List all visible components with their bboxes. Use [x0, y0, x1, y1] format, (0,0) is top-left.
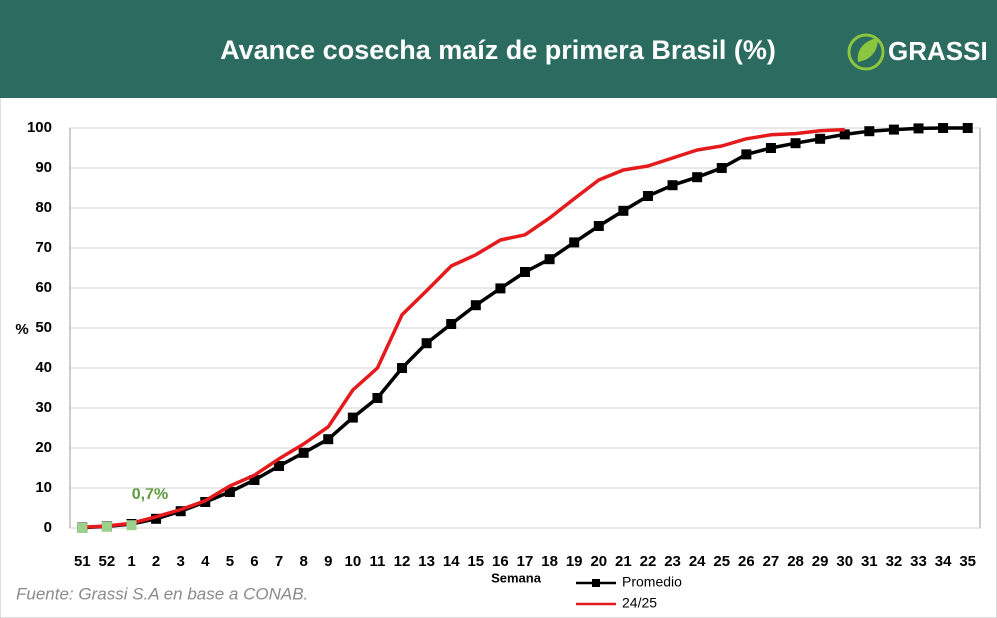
marker [151, 513, 162, 524]
marker [520, 267, 530, 277]
marker [667, 180, 678, 191]
marker [618, 205, 629, 216]
x-tick-label: 33 [910, 553, 927, 570]
x-tick-label: 11 [370, 553, 386, 570]
x-tick-label: 31 [861, 553, 878, 570]
x-tick-label: 22 [640, 553, 657, 570]
y-tick-label: 50 [35, 319, 52, 336]
x-tick-label: 28 [787, 553, 804, 570]
marker [741, 149, 752, 160]
source: Fuente: Grassi S.A en base a CONAB. [16, 584, 308, 603]
x-tick-label: 6 [250, 553, 258, 570]
y-tick-label: 20 [35, 439, 52, 456]
marker [298, 447, 309, 458]
y-tick-label: 100 [27, 119, 52, 136]
x-tick-label: 20 [590, 553, 607, 570]
x-tick-label: 23 [664, 553, 681, 570]
chart-title: Avance cosecha maíz de primera Brasil (%… [220, 35, 776, 65]
x-tick-label: 12 [394, 553, 411, 570]
marker [692, 172, 703, 183]
x-tick-label: 15 [467, 553, 484, 570]
x-tick-label: 27 [763, 553, 780, 570]
marker [372, 393, 383, 403]
x-tick-label: 2 [152, 553, 160, 570]
x-tick-label: 16 [492, 553, 509, 570]
x-tick-label: 29 [812, 553, 829, 570]
marker [544, 254, 555, 265]
marker [224, 487, 235, 497]
x-tick-label: 30 [836, 553, 853, 570]
annotation: 0,7% [132, 486, 168, 503]
legend-label: Promedio [622, 574, 682, 590]
x-tick-label: 21 [615, 553, 632, 570]
x-tick-label: 3 [177, 553, 185, 570]
marker [274, 461, 285, 471]
marker [77, 523, 88, 533]
x-tick-label: 14 [443, 553, 460, 570]
marker [815, 133, 826, 144]
x-tick-label: 1 [127, 553, 135, 570]
x-tick-label: 24 [689, 553, 706, 570]
header [0, 0, 997, 98]
x-tick-label: 25 [713, 553, 730, 570]
x-tick-label: 52 [99, 553, 116, 570]
marker [839, 129, 850, 140]
marker [446, 319, 457, 329]
marker [962, 123, 973, 133]
marker [569, 237, 580, 248]
marker [101, 521, 112, 532]
marker [888, 124, 899, 135]
marker [913, 123, 924, 134]
y-axis-label: % [15, 321, 28, 338]
y-tick-label: 40 [35, 359, 52, 376]
x-tick-label: 4 [201, 553, 210, 570]
y-tick-label: 30 [35, 399, 52, 416]
legend-label: 24/25 [622, 595, 657, 611]
x-tick-label: 18 [541, 553, 558, 570]
x-tick-label: 9 [324, 553, 332, 570]
marker [470, 300, 481, 311]
marker [642, 191, 653, 201]
marker [421, 338, 432, 349]
marker [126, 520, 137, 531]
x-tick-label: 7 [275, 553, 283, 570]
legend-marker [592, 579, 600, 587]
y-tick-label: 60 [35, 279, 52, 296]
marker [765, 143, 776, 153]
y-tick-label: 10 [35, 479, 52, 496]
x-tick-label: 8 [299, 553, 307, 570]
marker [323, 434, 334, 445]
logo-icon [847, 33, 885, 71]
x-tick-label: 10 [344, 553, 361, 570]
marker [249, 475, 260, 485]
series-line [82, 127, 845, 529]
y-tick-label: 90 [35, 159, 52, 176]
marker [347, 412, 358, 423]
marker [716, 163, 727, 173]
x-tick-label: 35 [959, 553, 976, 570]
x-tick-label: 17 [517, 553, 534, 570]
marker [938, 123, 949, 133]
y-tick-label: 0 [44, 519, 52, 536]
x-tick-label: 5 [226, 553, 234, 570]
y-tick-label: 80 [35, 199, 52, 216]
marker [593, 221, 604, 231]
x-tick-label: 34 [935, 553, 952, 570]
x-tick-label: 51 [74, 553, 91, 570]
x-axis-label: Semana [491, 570, 542, 585]
x-tick-label: 19 [566, 553, 583, 570]
marker [864, 126, 875, 137]
marker [495, 283, 506, 294]
x-tick-label: 32 [886, 553, 903, 570]
y-tick-label: 70 [35, 239, 52, 256]
x-tick-label: 13 [418, 553, 435, 570]
x-tick-label: 26 [738, 553, 755, 570]
marker [397, 363, 408, 373]
logo-text: GRASSI [888, 36, 988, 66]
marker [790, 138, 801, 149]
